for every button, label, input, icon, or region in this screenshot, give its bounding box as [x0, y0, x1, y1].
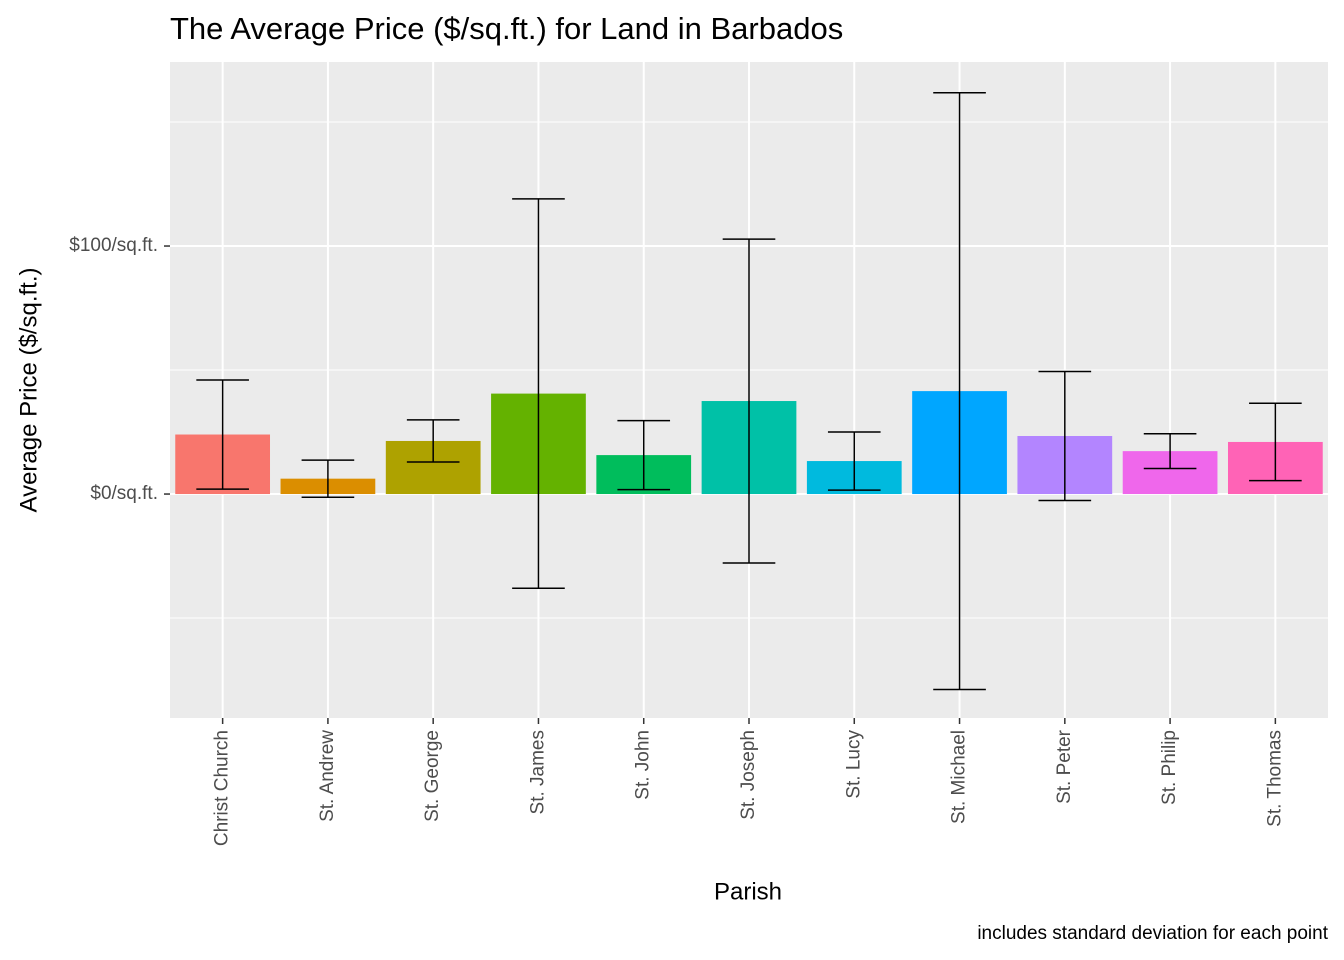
error-bar [827, 431, 881, 491]
y-axis-title: Average Price ($/sq.ft.) [15, 268, 42, 513]
x-tick-label: St. Lucy [843, 730, 864, 799]
x-tick-label: St. Thomas [1264, 730, 1285, 827]
y-tick-label: $100/sq.ft. [69, 235, 158, 256]
error-bar [301, 459, 355, 499]
x-tick-label: St. Andrew [317, 730, 338, 822]
chart-title: The Average Price ($/sq.ft.) for Land in… [170, 11, 843, 46]
error-bar [1038, 370, 1092, 502]
x-tick-label: Christ Church [212, 730, 233, 846]
caption: includes standard deviation for each poi… [977, 923, 1328, 944]
error-bar [196, 379, 249, 490]
error-bar [933, 92, 986, 691]
x-tick-label: St. Philip [1159, 730, 1180, 805]
error-bar [617, 419, 671, 491]
y-tick-label: $0/sq.ft. [90, 483, 158, 504]
error-bar [1143, 433, 1197, 470]
error-bar [1249, 402, 1302, 482]
x-tick-label: St. John [633, 730, 654, 800]
x-axis-title: Parish [714, 878, 782, 905]
x-tick-label: St. Michael [949, 730, 970, 824]
error-bar [722, 238, 776, 564]
x-tick-label: St. James [527, 730, 548, 814]
x-tick-label: St. Peter [1054, 729, 1075, 804]
x-tick-label: St. George [422, 730, 443, 822]
error-bar [406, 419, 460, 463]
error-bar [512, 198, 565, 590]
x-tick-label: St. Joseph [738, 730, 759, 820]
